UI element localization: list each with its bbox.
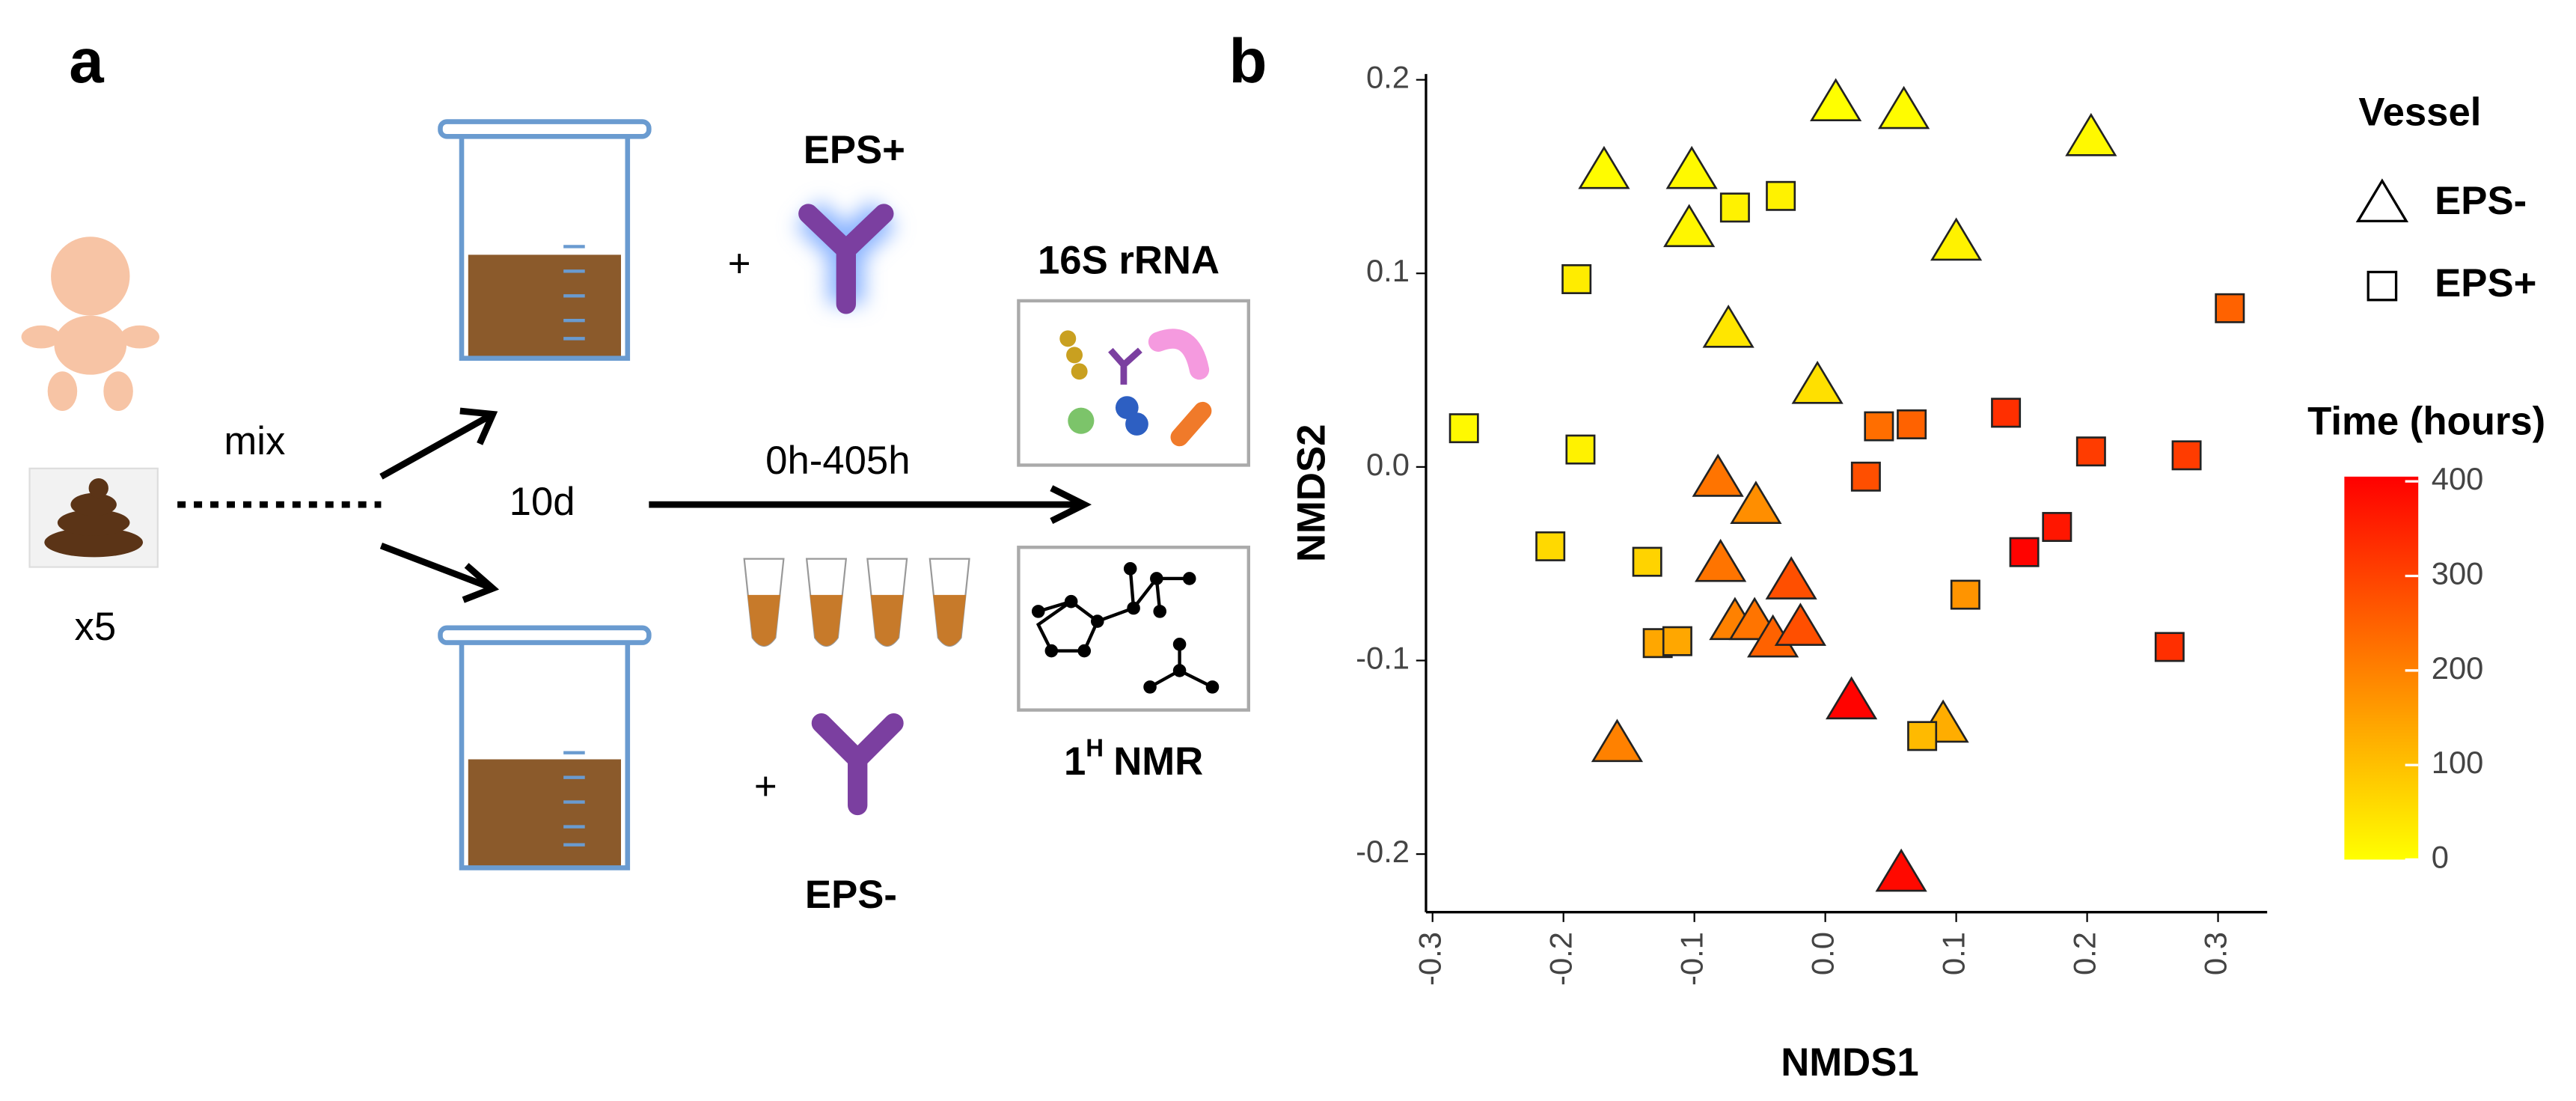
x-tick-label: -0.3 bbox=[1413, 932, 1448, 986]
colorbar-tick-label: 100 bbox=[2432, 745, 2484, 780]
legend-marker bbox=[2355, 178, 2409, 223]
data-point bbox=[1875, 848, 1927, 892]
data-point bbox=[2154, 632, 2185, 662]
data-point bbox=[1991, 397, 2022, 428]
legend-marker bbox=[2367, 270, 2398, 302]
x-tick-label: -0.2 bbox=[1544, 932, 1579, 986]
molecule-icon bbox=[1031, 562, 1220, 694]
data-point bbox=[1730, 481, 1782, 524]
eps-molecule bbox=[798, 204, 894, 314]
colorbar-tick-label: 400 bbox=[2432, 461, 2484, 496]
tubes bbox=[743, 558, 970, 647]
sampling-arrow bbox=[649, 485, 1092, 525]
data-point bbox=[1665, 145, 1718, 189]
bacteria-icons bbox=[1059, 329, 1212, 447]
colorbar-tick-label: 0 bbox=[2432, 839, 2449, 874]
y-tick-label: -0.1 bbox=[1356, 641, 1410, 676]
data-point bbox=[1448, 413, 1479, 444]
x-tick-label: 0.3 bbox=[2198, 932, 2233, 975]
colorbar-tick-label: 200 bbox=[2432, 650, 2484, 686]
bacteria-box bbox=[1017, 299, 1250, 467]
beaker-top bbox=[438, 119, 652, 362]
data-point bbox=[1791, 360, 1844, 404]
split-arrows bbox=[379, 407, 500, 603]
nmr-number: 1 bbox=[1064, 739, 1086, 784]
data-point bbox=[2042, 512, 2072, 543]
y-axis-title: NMDS2 bbox=[1290, 424, 1334, 562]
data-point bbox=[1897, 409, 1927, 439]
data-point bbox=[1950, 579, 1980, 610]
data-point bbox=[1565, 434, 1596, 465]
data-point bbox=[1765, 556, 1817, 600]
data-point bbox=[1774, 603, 1826, 646]
nmr-label: 1H NMR bbox=[1064, 734, 1203, 784]
x-tick-label: 0.0 bbox=[1805, 932, 1841, 975]
nmr-superscript: H bbox=[1086, 734, 1104, 761]
x-tick-label: 0.2 bbox=[2067, 932, 2102, 975]
panel-label: a bbox=[69, 25, 104, 96]
data-point bbox=[1878, 85, 1930, 129]
data-point bbox=[1766, 180, 1796, 211]
data-point bbox=[1591, 719, 1644, 763]
data-point bbox=[1907, 721, 1938, 751]
x-tick-label: 0.1 bbox=[1936, 932, 1971, 975]
sequencing-label: 16S rRNA bbox=[1038, 238, 1220, 282]
count-label: x5 bbox=[75, 605, 117, 649]
colorbar bbox=[2344, 476, 2419, 860]
nmr-text: NMR bbox=[1113, 739, 1203, 784]
y-tick-label: 0.2 bbox=[1366, 60, 1410, 95]
data-point bbox=[2009, 537, 2040, 567]
legend-label: EPS+ bbox=[2435, 261, 2536, 305]
data-point bbox=[1561, 264, 1592, 294]
duration-label: 10d bbox=[510, 480, 575, 524]
data-point bbox=[1695, 538, 1747, 582]
baby-icon bbox=[21, 237, 159, 411]
legend-title: Vessel bbox=[2358, 91, 2481, 135]
data-point bbox=[1930, 217, 1983, 261]
panel-label: b bbox=[1229, 25, 1267, 96]
colorbar-title: Time (hours) bbox=[2307, 399, 2545, 443]
y-tick-label: -0.2 bbox=[1356, 834, 1410, 869]
data-point bbox=[1692, 454, 1744, 497]
mix-label: mix bbox=[224, 419, 285, 463]
data-point bbox=[1663, 204, 1716, 248]
plus-sign: + bbox=[728, 242, 751, 286]
data-point bbox=[1632, 546, 1662, 577]
data-point bbox=[2171, 440, 2202, 471]
data-point bbox=[2075, 436, 2106, 467]
colorbar-tick-label: 300 bbox=[2432, 555, 2484, 591]
data-point bbox=[1535, 531, 1566, 561]
data-point bbox=[2215, 293, 2245, 323]
data-point bbox=[1662, 626, 1692, 656]
x-axis-title: NMDS1 bbox=[1781, 1040, 1918, 1085]
y-tick-label: 0.1 bbox=[1366, 253, 1410, 288]
sampling-label: 0h-405h bbox=[765, 439, 910, 483]
poop-icon bbox=[44, 478, 144, 558]
plus-sign: + bbox=[754, 764, 777, 808]
data-point bbox=[2065, 112, 2117, 156]
data-point bbox=[1702, 304, 1754, 348]
data-point bbox=[1826, 676, 1878, 720]
x-tick-label: -0.1 bbox=[1674, 932, 1710, 986]
eps-molecule bbox=[811, 713, 904, 816]
data-point bbox=[1578, 145, 1630, 189]
legend-label: EPS- bbox=[2435, 179, 2527, 223]
eps-plus-label: EPS+ bbox=[804, 128, 905, 172]
data-point bbox=[1850, 461, 1881, 492]
data-point bbox=[1810, 78, 1862, 122]
data-point bbox=[1864, 411, 1894, 442]
data-point bbox=[1719, 192, 1750, 223]
eps-minus-label: EPS- bbox=[805, 873, 897, 917]
beaker-bottom bbox=[438, 625, 652, 870]
y-tick-label: 0.0 bbox=[1366, 447, 1410, 482]
